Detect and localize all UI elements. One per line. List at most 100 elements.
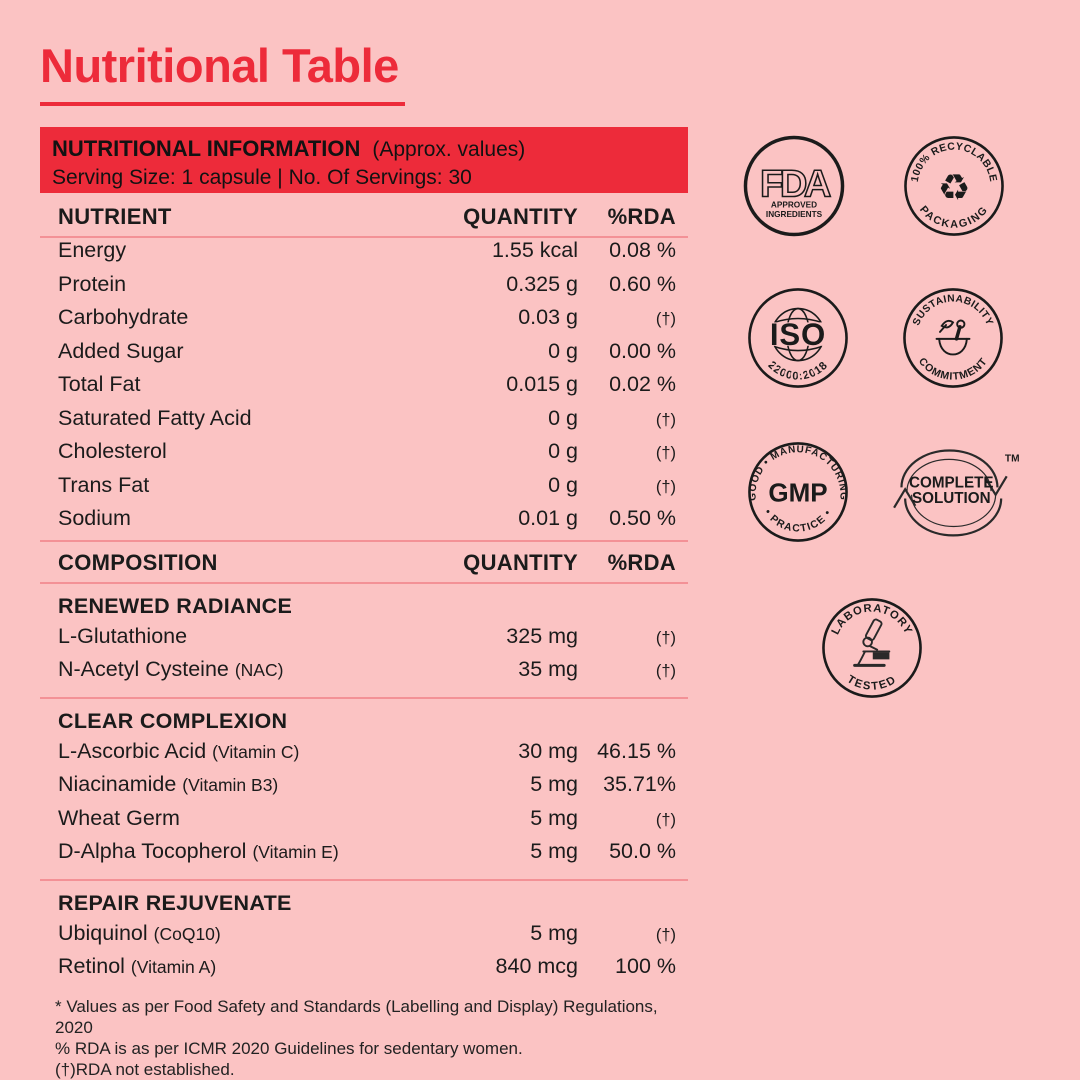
table-row: Protein 0.325 g 0.60 % (40, 272, 688, 306)
fda-logo-text: FDA (760, 162, 831, 205)
group-title: CLEAR COMPLEXION (58, 708, 288, 733)
ingredient-name: Retinol (58, 954, 125, 978)
nutrient-rda: 0.60 % (609, 271, 676, 296)
ingredient-name: Niacinamide (58, 772, 177, 796)
fda-ingredients-text: INGREDIENTS (766, 210, 823, 219)
complete-solution-icon: COMPLETE SOLUTION TM (893, 449, 1020, 537)
nutrient-name: Protein (58, 271, 127, 296)
recyclable-badge-icon: 100% RECYCLABLE PACKAGING ♻ (904, 136, 1004, 236)
table-row: Ubiquinol (CoQ10) 5 mg (†) (40, 921, 688, 955)
info-bar-heading: NUTRITIONAL INFORMATION (52, 136, 361, 161)
ingredient-name: L-Glutathione (58, 623, 188, 648)
ingredient-note: (Vitamin C) (212, 741, 300, 762)
table-row: Saturated Fatty Acid 0 g (†) (40, 406, 688, 440)
gmp-badge: GOOD • MANUFACTURING • PRACTICE • GMP (746, 440, 850, 544)
nutrient-qty: 0 g (548, 472, 578, 497)
footnote-line: * Values as per Food Safety and Standard… (55, 996, 658, 1037)
svg-text:TESTED: TESTED (845, 673, 899, 692)
nutrient-name: Carbohydrate (58, 305, 189, 329)
divider (40, 696, 688, 699)
recycle-icon: ♻ (938, 167, 971, 208)
ingredient-rda: (†) (655, 662, 676, 680)
ingredient-rda: (†) (655, 810, 676, 829)
nutrient-qty: 0 g (548, 338, 578, 363)
ingredient-qty: 35 mg (518, 657, 578, 681)
group-title: REPAIR REJUVENATE (58, 890, 292, 915)
composition-table-header: COMPOSITION QUANTITY %RDA (40, 542, 688, 582)
nutrient-rda: (†) (655, 310, 676, 328)
ingredient-name: D-Alpha Tocopherol (58, 839, 247, 863)
header-nutrient: NUTRIENT (58, 204, 172, 229)
table-row: Niacinamide (Vitamin B3) 5 mg 35.71% (40, 772, 688, 806)
nutritional-information-bar: NUTRITIONAL INFORMATION (Approx. values)… (40, 127, 688, 193)
nutrient-name: Total Fat (58, 372, 141, 396)
ingredient-qty: 840 mcg (495, 954, 578, 978)
composition-group: REPAIR REJUVENATE Ubiquinol (CoQ10) 5 mg… (40, 881, 688, 988)
ingredient-rda: 35.71% (603, 772, 676, 796)
nutrient-rda: 0.08 % (609, 238, 676, 262)
iso-22000-badge: ISO 22000:2018 (746, 286, 850, 390)
nutrient-name: Energy (58, 238, 127, 262)
ingredient-note: (CoQ10) (153, 923, 221, 944)
table-row: Carbohydrate 0.03 g (†) (40, 305, 688, 339)
info-bar-heading-line: NUTRITIONAL INFORMATION (Approx. values) (52, 134, 676, 164)
cycle-arrows-icon (893, 449, 1008, 537)
ingredient-qty: 30 mg (518, 738, 578, 763)
page-title: Nutritional Table (40, 40, 405, 106)
nutrient-name: Cholesterol (58, 439, 167, 463)
laboratory-top-text: LABORATORY (830, 602, 914, 636)
gmp-bottom-text: • PRACTICE • (762, 508, 834, 535)
laboratory-bottom-text: TESTED (845, 673, 898, 692)
iso-bottom-text: 22000:2018 (763, 357, 831, 385)
nutrient-qty: 0.01 g (518, 506, 578, 530)
nutrient-rda: (†) (655, 477, 676, 496)
header-composition: COMPOSITION (58, 549, 218, 575)
ingredient-qty: 5 mg (530, 805, 578, 830)
footnote-line: (†)RDA not established. (55, 1059, 235, 1079)
table-row: Sodium 0.01 g 0.50 % (40, 506, 688, 540)
table-row: D-Alpha Tocopherol (Vitamin E) 5 mg 50.0… (40, 839, 688, 873)
nutrient-name: Added Sugar (58, 338, 184, 363)
ingredient-name: Wheat Germ (58, 805, 180, 830)
ingredient-qty: 325 mg (506, 623, 578, 648)
iso-badge-icon: ISO 22000:2018 (748, 288, 848, 388)
nutrient-rda: (†) (655, 410, 676, 429)
table-row: L-Glutathione 325 mg (†) (40, 624, 688, 658)
table-row: Energy 1.55 kcal 0.08 % (40, 238, 688, 272)
composition-group: RENEWED RADIANCE L-Glutathione 325 mg (†… (40, 584, 688, 699)
ingredient-note: (NAC) (234, 660, 284, 680)
fda-badge-icon: FDA APPROVED INGREDIENTS (743, 135, 845, 237)
gmp-center-text: GMP (768, 478, 827, 508)
sustainability-badge-icon: SUSTAINABILITY COMMITMENT (903, 288, 1003, 388)
nutrient-name: Trans Fat (58, 472, 150, 497)
footnote-line: % RDA is as per ICMR 2020 Guidelines for… (55, 1038, 523, 1058)
header-rda: %RDA (607, 549, 676, 575)
table-row: L-Ascorbic Acid (Vitamin C) 30 mg 46.15 … (40, 739, 688, 773)
laboratory-tested-badge: LABORATORY TESTED (820, 596, 924, 700)
complete-text: COMPLETE (909, 474, 994, 491)
header-quantity: QUANTITY (463, 204, 578, 229)
header-quantity: QUANTITY (463, 549, 578, 575)
nutrient-qty: 0.015 g (506, 372, 578, 396)
fda-approved-badge: FDA APPROVED INGREDIENTS (742, 134, 846, 238)
table-row: N-Acetyl Cysteine (NAC) 35 mg (†) (40, 657, 688, 691)
microscope-icon (853, 618, 891, 667)
nutrient-name: Sodium (58, 506, 131, 530)
ingredient-rda: (†) (655, 628, 676, 647)
ingredient-qty: 5 mg (530, 772, 578, 796)
header-rda: %RDA (607, 204, 676, 229)
table-row: Retinol (Vitamin A) 840 mcg 100 % (40, 954, 688, 988)
group-title: RENEWED RADIANCE (58, 593, 293, 618)
nutrition-sheet: NUTRIENT QUANTITY %RDA Energy 1.55 kcal … (40, 196, 688, 1080)
nutrient-qty: 0 g (548, 405, 578, 430)
ingredient-rda: 50.0 % (609, 839, 676, 863)
nutrient-rda: 0.02 % (609, 372, 676, 396)
table-row: Added Sugar 0 g 0.00 % (40, 339, 688, 373)
divider (40, 539, 688, 542)
nutrient-table-header: NUTRIENT QUANTITY %RDA (40, 196, 688, 236)
table-row: Cholesterol 0 g (†) (40, 439, 688, 473)
ingredient-name: N-Acetyl Cysteine (58, 657, 229, 681)
mortar-leaf-icon (935, 319, 971, 356)
table-row: Wheat Germ 5 mg (†) (40, 806, 688, 840)
